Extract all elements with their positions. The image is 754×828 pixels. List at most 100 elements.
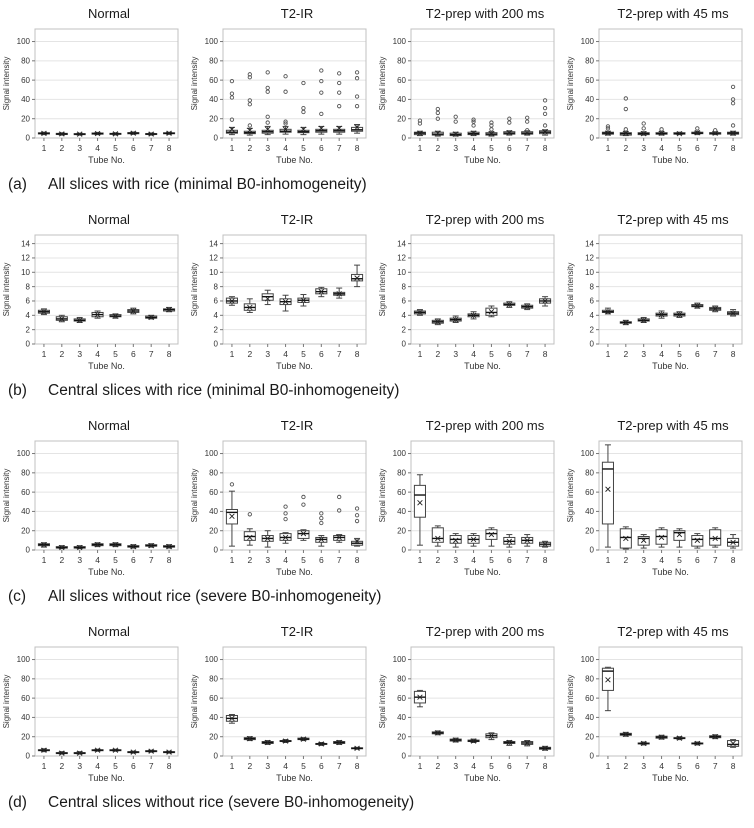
boxplot-canvas: 0 20 40 60 80 100 1 2 3 4 5 6 7 8 Tube No. Signal inten… [190, 646, 367, 783]
svg-text:Signal intensity: Signal intensity [2, 469, 11, 523]
boxplot-panel-b-t2ir: T2-IR 0 2 4 6 8 10 12 14 1 2 3 4 5 6 7 8 Tube No. Signal … [190, 210, 378, 376]
svg-text:7: 7 [337, 143, 342, 153]
svg-text:80: 80 [209, 469, 218, 478]
svg-text:100: 100 [17, 655, 31, 664]
svg-text:Signal intensity: Signal intensity [190, 263, 199, 317]
svg-text:6: 6 [131, 143, 136, 153]
svg-text:2: 2 [435, 761, 440, 771]
svg-text:3: 3 [265, 555, 270, 565]
svg-text:6: 6 [695, 143, 700, 153]
svg-text:20: 20 [209, 732, 218, 741]
svg-text:0: 0 [214, 340, 219, 349]
svg-text:100: 100 [17, 449, 31, 458]
boxplot-canvas: 0 20 40 60 80 100 1 2 3 4 5 6 7 8 Tube No. Signal inten… [378, 28, 555, 165]
svg-text:12: 12 [585, 254, 594, 263]
svg-text:Tube No.: Tube No. [652, 155, 689, 165]
svg-text:4: 4 [283, 761, 288, 771]
boxplot-panel-a-normal: Normal 0 20 40 60 80 100 1 2 3 4 5 6 7 8 Tube No. Signa… [2, 4, 190, 170]
svg-text:4: 4 [95, 761, 100, 771]
svg-text:2: 2 [435, 143, 440, 153]
svg-text:8: 8 [167, 555, 172, 565]
svg-text:Signal intensity: Signal intensity [378, 57, 387, 111]
svg-text:7: 7 [149, 761, 154, 771]
svg-text:2: 2 [59, 555, 64, 565]
boxplot-panel-c-normal: Normal 0 20 40 60 80 100 1 2 3 4 5 6 7 8 Tube No. Signa… [2, 416, 190, 582]
svg-text:7: 7 [713, 555, 718, 565]
svg-text:10: 10 [585, 268, 594, 277]
svg-text:100: 100 [205, 655, 219, 664]
svg-text:80: 80 [397, 469, 406, 478]
svg-text:20: 20 [209, 526, 218, 535]
svg-text:1: 1 [418, 143, 423, 153]
svg-text:4: 4 [283, 349, 288, 359]
row-caption-a: (a) All slices with rice (minimal B0-inh… [8, 176, 752, 194]
chart-title: T2-prep with 45 ms [617, 212, 729, 227]
row-caption-label: (d) [8, 794, 27, 811]
svg-text:5: 5 [301, 555, 306, 565]
panel-strip-b: Normal 0 2 4 6 8 10 12 14 1 2 3 4 5 6 7 8 Tube No. Signal… [2, 210, 752, 376]
svg-text:20: 20 [397, 114, 406, 123]
svg-text:5: 5 [489, 555, 494, 565]
svg-text:5: 5 [113, 761, 118, 771]
svg-text:20: 20 [585, 114, 594, 123]
svg-text:2: 2 [435, 349, 440, 359]
svg-text:6: 6 [131, 555, 136, 565]
panel-strip-d: Normal 0 20 40 60 80 100 1 2 3 4 5 6 7 8 Tube No. Signa… [2, 622, 752, 788]
svg-text:1: 1 [42, 143, 47, 153]
svg-text:6: 6 [26, 297, 31, 306]
svg-text:6: 6 [131, 761, 136, 771]
svg-text:20: 20 [397, 732, 406, 741]
svg-text:2: 2 [59, 143, 64, 153]
svg-text:5: 5 [489, 761, 494, 771]
svg-text:Tube No.: Tube No. [652, 361, 689, 371]
svg-text:60: 60 [209, 694, 218, 703]
svg-text:Tube No.: Tube No. [464, 155, 501, 165]
boxplot-panel-c-t2ir: T2-IR 0 20 40 60 80 100 1 2 3 4 5 6 7 8 Tube No. Signal… [190, 416, 378, 582]
svg-text:8: 8 [590, 282, 595, 291]
svg-text:7: 7 [149, 143, 154, 153]
svg-text:4: 4 [95, 349, 100, 359]
svg-text:6: 6 [214, 297, 219, 306]
svg-text:8: 8 [355, 349, 360, 359]
svg-text:60: 60 [21, 694, 30, 703]
svg-text:8: 8 [355, 555, 360, 565]
svg-text:80: 80 [585, 469, 594, 478]
svg-text:40: 40 [397, 95, 406, 104]
chart-title: Normal [88, 212, 130, 227]
svg-text:Signal intensity: Signal intensity [566, 263, 575, 317]
svg-text:6: 6 [695, 761, 700, 771]
svg-text:0: 0 [402, 340, 407, 349]
svg-text:8: 8 [355, 143, 360, 153]
svg-text:20: 20 [21, 732, 30, 741]
svg-text:6: 6 [319, 761, 324, 771]
svg-text:8: 8 [167, 761, 172, 771]
svg-text:6: 6 [319, 143, 324, 153]
svg-text:80: 80 [21, 469, 30, 478]
svg-text:1: 1 [606, 761, 611, 771]
svg-text:20: 20 [21, 114, 30, 123]
svg-text:1: 1 [42, 761, 47, 771]
svg-text:4: 4 [659, 555, 664, 565]
svg-text:Tube No.: Tube No. [276, 361, 313, 371]
svg-text:8: 8 [543, 555, 548, 565]
svg-text:100: 100 [581, 655, 595, 664]
svg-text:0: 0 [26, 340, 31, 349]
svg-text:2: 2 [623, 555, 628, 565]
svg-text:4: 4 [283, 555, 288, 565]
svg-text:2: 2 [247, 143, 252, 153]
svg-text:3: 3 [265, 349, 270, 359]
svg-text:12: 12 [21, 254, 30, 263]
boxplot-canvas: 0 20 40 60 80 100 1 2 3 4 5 6 7 8 Tube No. Signal inten… [190, 440, 367, 577]
boxplot-canvas: 0 20 40 60 80 100 1 2 3 4 5 6 7 8 Tube No. Signal inten… [566, 440, 743, 577]
boxplot-panel-d-t2ir: T2-IR 0 20 40 60 80 100 1 2 3 4 5 6 7 8 Tube No. Signal… [190, 622, 378, 788]
svg-text:0: 0 [214, 134, 219, 143]
svg-text:2: 2 [247, 349, 252, 359]
svg-text:1: 1 [42, 555, 47, 565]
svg-text:7: 7 [337, 349, 342, 359]
svg-text:14: 14 [585, 239, 594, 248]
svg-text:60: 60 [397, 488, 406, 497]
svg-text:Tube No.: Tube No. [88, 361, 125, 371]
svg-text:3: 3 [265, 761, 270, 771]
